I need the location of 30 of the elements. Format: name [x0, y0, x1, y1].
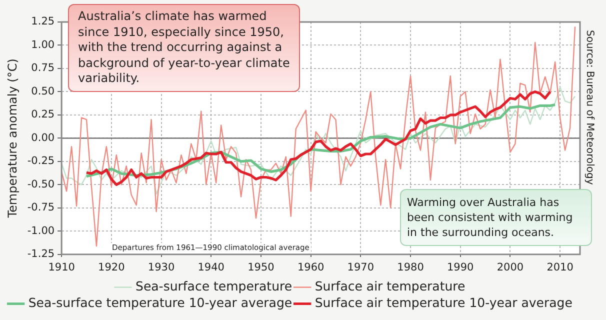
annotation: Warming over Australia has been consistent with warming in the surrounding oceans. — [400, 189, 592, 246]
y-tick-label: 1.25 — [31, 16, 55, 28]
y-tick-label: 0.50 — [31, 85, 55, 98]
x-tick-label: 1950 — [248, 261, 274, 274]
y-tick-label: -0.25 — [27, 155, 55, 168]
y-tick-label: -1.00 — [27, 224, 55, 237]
x-tick-label: 1970 — [347, 261, 374, 274]
y-axis-title: Temperature anomaly (°C) — [5, 58, 20, 219]
x-tick-label: 1980 — [397, 261, 424, 274]
source-note: Source: Bureau of Meteorology — [584, 30, 595, 185]
y-tick-label: 0.25 — [31, 108, 55, 121]
x-tick-label: 1920 — [98, 261, 125, 274]
legend-label: Sea-surface temperature 10-year average — [28, 295, 292, 310]
legend-label: Surface air temperature — [314, 278, 466, 294]
legend-label: Sea-surface temperature — [136, 278, 292, 294]
x-tick-label: 2010 — [546, 261, 574, 274]
x-tick-label: 1960 — [297, 261, 324, 274]
x-tick-label: 1910 — [48, 261, 75, 274]
x-tick-label: 1990 — [446, 261, 474, 274]
y-tick-label: -0.50 — [27, 178, 55, 190]
y-tick-label: -0.75 — [27, 202, 55, 214]
y-tick-label: 0.75 — [31, 62, 55, 74]
legend-label: Surface air temperature 10-year average — [314, 295, 573, 310]
x-tick-label: 1930 — [148, 261, 175, 274]
y-tick-label: 0.00 — [31, 132, 55, 144]
x-tick-label: 1940 — [198, 261, 224, 274]
y-tick-label: 1.00 — [31, 38, 55, 51]
annotation: Australia’s climate has warmed since 1910, especially since 1950, with the trend occurring against a background of year-to-year climate variability. — [68, 4, 300, 92]
y-tick-label: -1.25 — [27, 248, 55, 260]
x-tick-label: 2000 — [496, 261, 524, 274]
